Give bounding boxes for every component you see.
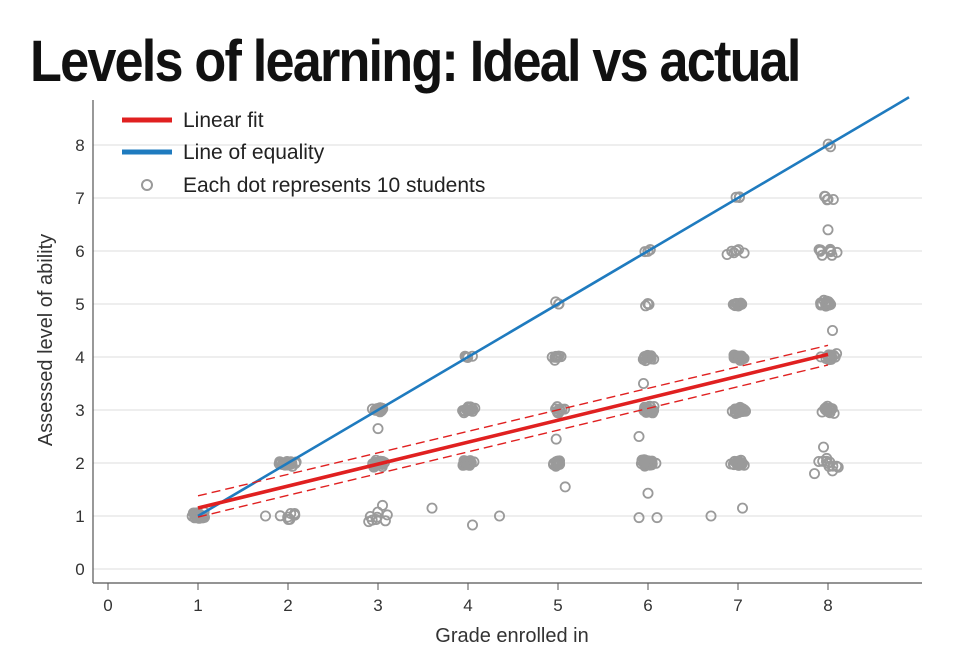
data-point-417	[824, 243, 836, 255]
y-tick-label-8: 8	[75, 136, 84, 155]
y-axis-title: Assessed level of ability	[35, 234, 57, 446]
data-point-31	[288, 509, 300, 521]
data-point-440	[376, 499, 388, 511]
legend-swatch-2	[141, 179, 153, 191]
data-point-439	[372, 423, 384, 435]
data-point-186	[549, 351, 561, 363]
data-point-430	[550, 433, 562, 445]
data-point-434	[642, 487, 654, 499]
data-point-433	[638, 377, 650, 389]
y-tick-label-5: 5	[75, 295, 84, 314]
data-point-23	[193, 509, 205, 521]
x-tick-label-4: 4	[463, 596, 472, 615]
y-tick-label-3: 3	[75, 401, 84, 420]
data-point-353	[827, 460, 839, 472]
data-point-444	[827, 465, 839, 477]
data-point-130	[458, 458, 470, 470]
data-point-263	[642, 298, 654, 310]
data-point-429	[493, 510, 505, 522]
data-point-442	[827, 324, 839, 336]
data-point-426	[259, 510, 271, 522]
data-point-408	[818, 294, 830, 306]
y-tick-label-0: 0	[75, 560, 84, 579]
grid-lines	[93, 144, 922, 570]
data-point-215	[639, 460, 651, 472]
data-point-165	[550, 456, 562, 468]
y-tick-label-1: 1	[75, 507, 84, 526]
x-tick-label-2: 2	[283, 596, 292, 615]
data-point-145	[462, 401, 474, 413]
data-point-64	[381, 509, 393, 521]
x-tick-label-3: 3	[373, 596, 382, 615]
x-tick-label-1: 1	[193, 596, 202, 615]
data-point-423	[821, 194, 833, 206]
data-point-418	[831, 246, 843, 258]
data-point-131	[462, 458, 474, 470]
data-point-262	[640, 300, 652, 312]
data-point-343	[738, 247, 750, 259]
data-point-437	[705, 510, 717, 522]
linear-fit-line	[197, 352, 829, 510]
data-point-435	[633, 512, 645, 524]
data-point-338	[729, 300, 741, 312]
data-point-431	[559, 481, 571, 493]
data-point-374	[820, 404, 832, 416]
data-point-259	[641, 351, 653, 363]
data-point-341	[721, 248, 733, 260]
data-point-339	[735, 297, 747, 309]
y-tick-label-7: 7	[75, 189, 84, 208]
fit-lines	[197, 96, 910, 518]
data-point-61	[364, 510, 376, 522]
x-axis-title: Grade enrolled in	[435, 625, 588, 647]
fit-ci-upper	[197, 344, 829, 497]
data-point-329	[730, 350, 742, 362]
x-tick-label-8: 8	[823, 596, 832, 615]
data-point-427	[426, 502, 438, 514]
data-point-348	[733, 191, 745, 203]
legend-label-2: Each dot represents 10 students	[183, 174, 485, 197]
data-point-345	[731, 245, 743, 257]
x-tick-label-0: 0	[103, 596, 112, 615]
data-point-416	[813, 244, 825, 256]
data-point-438	[737, 502, 749, 514]
x-tick-label-7: 7	[733, 596, 742, 615]
data-point-355	[813, 455, 825, 467]
data-point-445	[809, 468, 821, 480]
y-tick-label-6: 6	[75, 242, 84, 261]
axes: 0 1 2 3 4 5 6 7 8 0 1 2 3 4 5 6 7 8	[75, 100, 922, 615]
x-tick-label-6: 6	[643, 596, 652, 615]
line-of-equality	[197, 96, 910, 518]
y-tick-label-4: 4	[75, 348, 84, 367]
legend-label-0: Linear fit	[183, 109, 264, 132]
data-point-307	[732, 405, 744, 417]
y-tick-label-2: 2	[75, 454, 84, 473]
data-point-425	[822, 138, 834, 150]
data-point-284	[731, 458, 743, 470]
data-point-285	[738, 459, 750, 471]
data-point-107	[375, 403, 387, 415]
data-point-443	[822, 224, 834, 236]
data-point-63	[363, 516, 375, 528]
data-point-177	[553, 407, 565, 419]
data-point-266	[642, 245, 654, 257]
x-tick-label-5: 5	[553, 596, 562, 615]
data-points	[186, 138, 844, 531]
data-point-436	[651, 512, 663, 524]
data-point-432	[633, 430, 645, 442]
data-point-65	[379, 515, 391, 527]
data-point-441	[818, 441, 830, 453]
data-point-267	[644, 244, 656, 256]
data-point-22	[187, 507, 199, 519]
fit-ci-lower	[197, 364, 829, 518]
chart-title: Levels of learning: Ideal vs actual	[30, 29, 801, 94]
data-point-239	[648, 405, 660, 417]
legend: Linear fit Line of equality Each dot repre…	[122, 109, 485, 197]
legend-label-1: Line of equality	[183, 141, 325, 164]
data-point-238	[640, 406, 652, 418]
data-point-189	[553, 298, 565, 310]
data-point-428	[466, 519, 478, 531]
